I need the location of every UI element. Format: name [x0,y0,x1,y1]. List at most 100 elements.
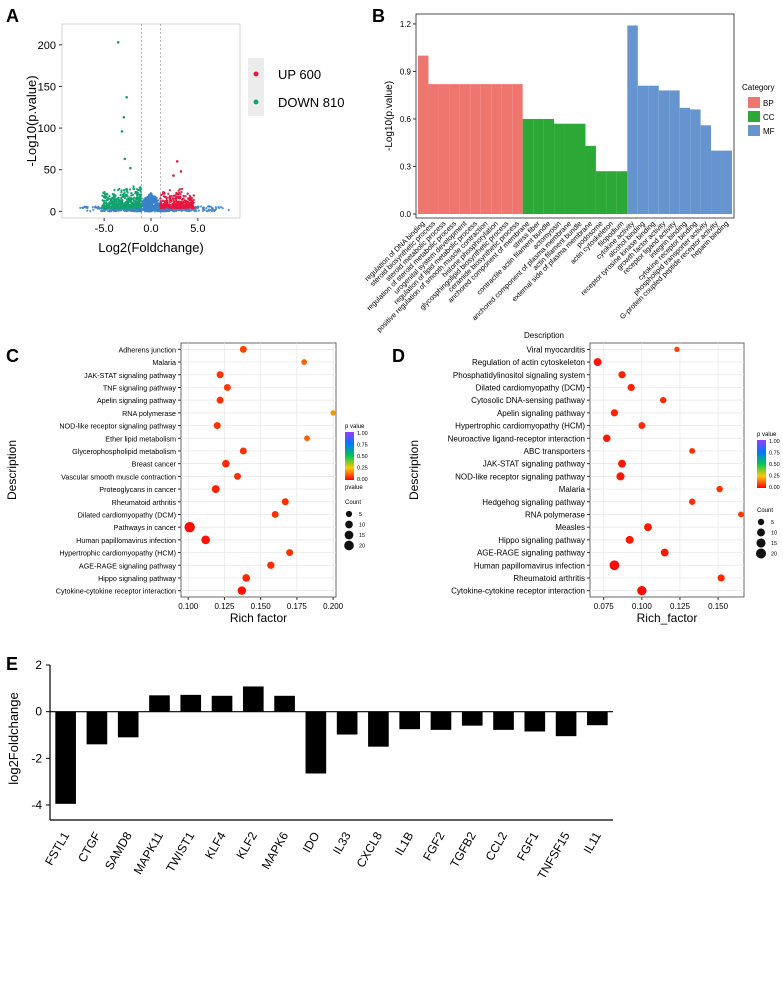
up-point [186,202,189,205]
up-point [177,193,180,196]
y-axis-label: log2Foldchange [6,692,21,785]
down-point [127,198,130,201]
dot [216,396,224,404]
ns-point [188,209,191,212]
ns-point [149,203,152,206]
category-label: Glycerophospholipid metabolism [72,447,176,456]
up-point [190,204,193,208]
ns-point [211,208,214,211]
ns-point [142,206,146,209]
up-point [171,205,175,208]
ns-point [145,204,148,207]
down-point [138,200,141,204]
ns-point [144,196,148,199]
category-label: Hypertrophic cardiomyopathy (HCM) [455,422,585,431]
down-point [138,186,141,189]
category-label: Dilated cardiomyopathy (DCM) [476,383,586,392]
up-point [184,204,187,207]
dot [304,435,310,442]
x-tick-label: 5.0 [190,223,205,235]
down-point [135,204,139,207]
ns-point [200,205,203,208]
down-point [106,205,109,208]
bar [274,695,295,712]
count-dot [757,528,765,537]
ns-point [153,199,156,202]
ns-point [155,199,159,202]
ns-point [186,208,189,211]
down-point [113,188,116,192]
ns-point [104,208,107,211]
down-point [123,191,126,194]
up-point [185,206,189,209]
dot [737,511,744,518]
count-title: Count [757,508,773,514]
y-tick-label: 0.6 [400,115,412,124]
count-label: 5 [359,512,362,518]
down-point [138,196,141,199]
category-label: Human papillomavirus infection [76,536,176,545]
up-point [178,201,181,204]
bar [690,109,701,214]
down-point [139,204,142,207]
y-tick-label: -2 [31,751,42,765]
up-point [180,203,184,207]
ns-point [193,209,196,212]
down-point [105,201,108,204]
gradient-tick: 0.00 [357,477,368,483]
y-tick-label: 50 [44,165,56,177]
dot [659,396,667,404]
ns-point [151,209,155,212]
up-point [170,195,173,198]
up-point [180,200,183,204]
down-point [136,196,139,199]
bar [149,695,170,712]
legend-dot [253,99,259,105]
y-tick-label: 150 [38,81,56,93]
up-point [160,206,163,209]
dot [610,409,619,417]
highlight-point [179,170,183,173]
down-point [131,193,135,196]
dot [301,359,308,365]
highlight-point [172,174,175,177]
down-point [130,206,133,209]
bar [399,711,421,730]
down-point [125,188,128,191]
ns-point [221,207,224,210]
ns-point [84,206,87,209]
down-point [121,195,124,199]
down-point [126,199,129,202]
y-tick-label: 0.9 [400,67,412,76]
down-point [118,202,121,205]
ns-point [107,210,110,213]
down-point [106,193,109,196]
ns-point [86,209,89,212]
bar [595,171,607,214]
legend-label: CC [763,113,775,122]
dot [660,548,669,557]
category-label: CCL2 [483,829,511,863]
category-label: ABC transporters [524,447,585,456]
up-point [182,202,185,205]
down-point [119,193,122,196]
down-point [115,199,118,202]
category-label: IL11 [581,829,605,856]
y-axis-label: -Log10(p.value) [384,81,395,151]
count-dot [757,518,765,526]
volcano-plot: -5.0 0.0 5.0 0 50 100 150 200 Log2(Foldchange) -L… [24,23,344,255]
count-label: 5 [771,520,774,526]
up-point [177,205,180,209]
ns-point [145,202,148,205]
plot-area [589,342,745,598]
bar [242,686,264,712]
legend-title: p value [757,432,777,438]
category-label: NOD-like receptor signaling pathway [59,422,176,431]
category-label: FSTL1 [42,829,72,867]
category-label: SAMD8 [102,829,135,872]
up-point [192,194,196,197]
bar [637,85,649,214]
ns-point [91,206,94,209]
dot [222,459,230,468]
